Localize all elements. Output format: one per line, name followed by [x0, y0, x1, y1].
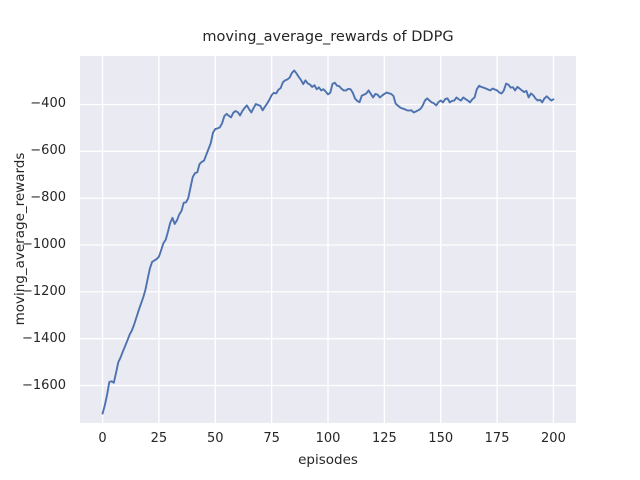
y-tick-label: −1000	[22, 237, 66, 252]
x-tick-label: 200	[541, 431, 566, 446]
x-tick-label: 175	[484, 431, 510, 446]
x-tick-label: 50	[206, 431, 224, 446]
x-axis-label: episodes	[298, 452, 358, 468]
x-tick-label: 0	[98, 431, 107, 446]
y-tick-label: −1400	[22, 330, 66, 346]
y-tick-label: −600	[30, 143, 66, 159]
y-tick-label: −1600	[22, 377, 66, 393]
plot-area	[80, 56, 576, 423]
y-tick-label: −800	[30, 190, 66, 206]
reward-moving-average-line	[101, 69, 555, 415]
x-tick-label: 125	[371, 431, 397, 446]
x-tick-label: 75	[263, 431, 280, 446]
chart-title: moving_average_rewards of DDPG	[202, 29, 454, 45]
x-tick-label: 25	[150, 431, 168, 446]
y-tick-label: −400	[30, 96, 66, 112]
x-tick-label: 150	[428, 431, 454, 446]
x-tick-label: 100	[315, 431, 341, 446]
y-tick-label: −1200	[22, 283, 66, 299]
